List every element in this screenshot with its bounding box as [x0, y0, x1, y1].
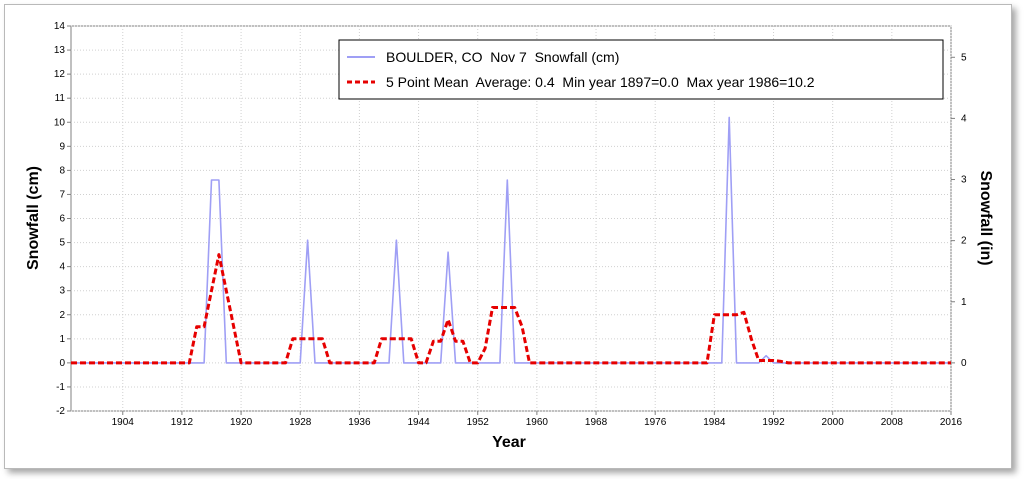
- grid: [67, 25, 955, 415]
- y-tick-label: 0: [59, 358, 65, 369]
- y-tick-label: 8: [59, 165, 65, 176]
- y-tick-label: -1: [56, 382, 65, 393]
- x-axis-title: Year: [492, 434, 526, 451]
- series-line-5pt-mean: [71, 253, 951, 365]
- chart-frame: -2 -1 0 1 2 3 4 5 6 7 8 9 10 11 12 13 14 1904 1912 1920 1928…: [4, 4, 1012, 469]
- x-tick-label: 1984: [703, 417, 726, 428]
- series-line-daily-snowfall: [71, 116, 951, 364]
- y-axis-title-left: Snowfall (cm): [25, 166, 42, 270]
- x-tick-label: 1912: [171, 417, 194, 428]
- series-lines: [71, 116, 951, 365]
- y-right-tick-label: 0: [961, 358, 967, 369]
- x-tick-label: 1936: [348, 417, 371, 428]
- y-tick-label: 11: [55, 93, 66, 104]
- x-tick-label: 2000: [822, 417, 845, 428]
- x-tick-label: 2016: [940, 417, 963, 428]
- x-tick-label: 1904: [112, 417, 135, 428]
- y-tick-label: 1: [59, 334, 65, 345]
- y-tick-label: 6: [59, 214, 65, 225]
- y-tick-label: 2: [59, 310, 65, 321]
- legend: BOULDER, CO Nov 7 Snowfall (cm) 5 Point …: [338, 39, 944, 100]
- y-axis-title-right: Snowfall (in): [977, 170, 994, 265]
- x-tick-label: 1920: [230, 417, 253, 428]
- legend-label-mean: 5 Point Mean Average: 0.4 Min year 1897=…: [386, 74, 815, 90]
- legend-label-daily: BOULDER, CO Nov 7 Snowfall (cm): [386, 49, 619, 65]
- x-tick-label: 1944: [407, 417, 430, 428]
- y-right-tick-label: 1: [961, 297, 967, 308]
- x-tick-label: 1992: [762, 417, 785, 428]
- y-tick-label: 3: [59, 286, 65, 297]
- legend-box: [338, 39, 944, 100]
- y-right-tick-label: 5: [961, 52, 967, 63]
- x-tick-label: 1968: [585, 417, 608, 428]
- x-tick-label: 1952: [467, 417, 490, 428]
- y-right-tick-label: 4: [961, 113, 967, 124]
- x-tick-label: 1976: [644, 417, 667, 428]
- y-tick-label: -2: [56, 406, 65, 417]
- y-tick-label: 7: [59, 189, 65, 200]
- y-tick-label: 4: [59, 262, 65, 273]
- y-right-tick-label: 2: [961, 236, 967, 247]
- y-right-tick-label: 3: [961, 175, 967, 186]
- y-tick-label: 12: [54, 69, 66, 80]
- x-tick-label: 2008: [881, 417, 904, 428]
- y-tick-label: 9: [59, 141, 65, 152]
- y-tick-label: 10: [54, 117, 66, 128]
- x-tick-label: 1928: [289, 417, 312, 428]
- y-tick-label: 5: [59, 238, 65, 249]
- x-tick-label: 1960: [526, 417, 549, 428]
- y-tick-label: 13: [54, 45, 66, 56]
- y-tick-label: 14: [54, 21, 66, 32]
